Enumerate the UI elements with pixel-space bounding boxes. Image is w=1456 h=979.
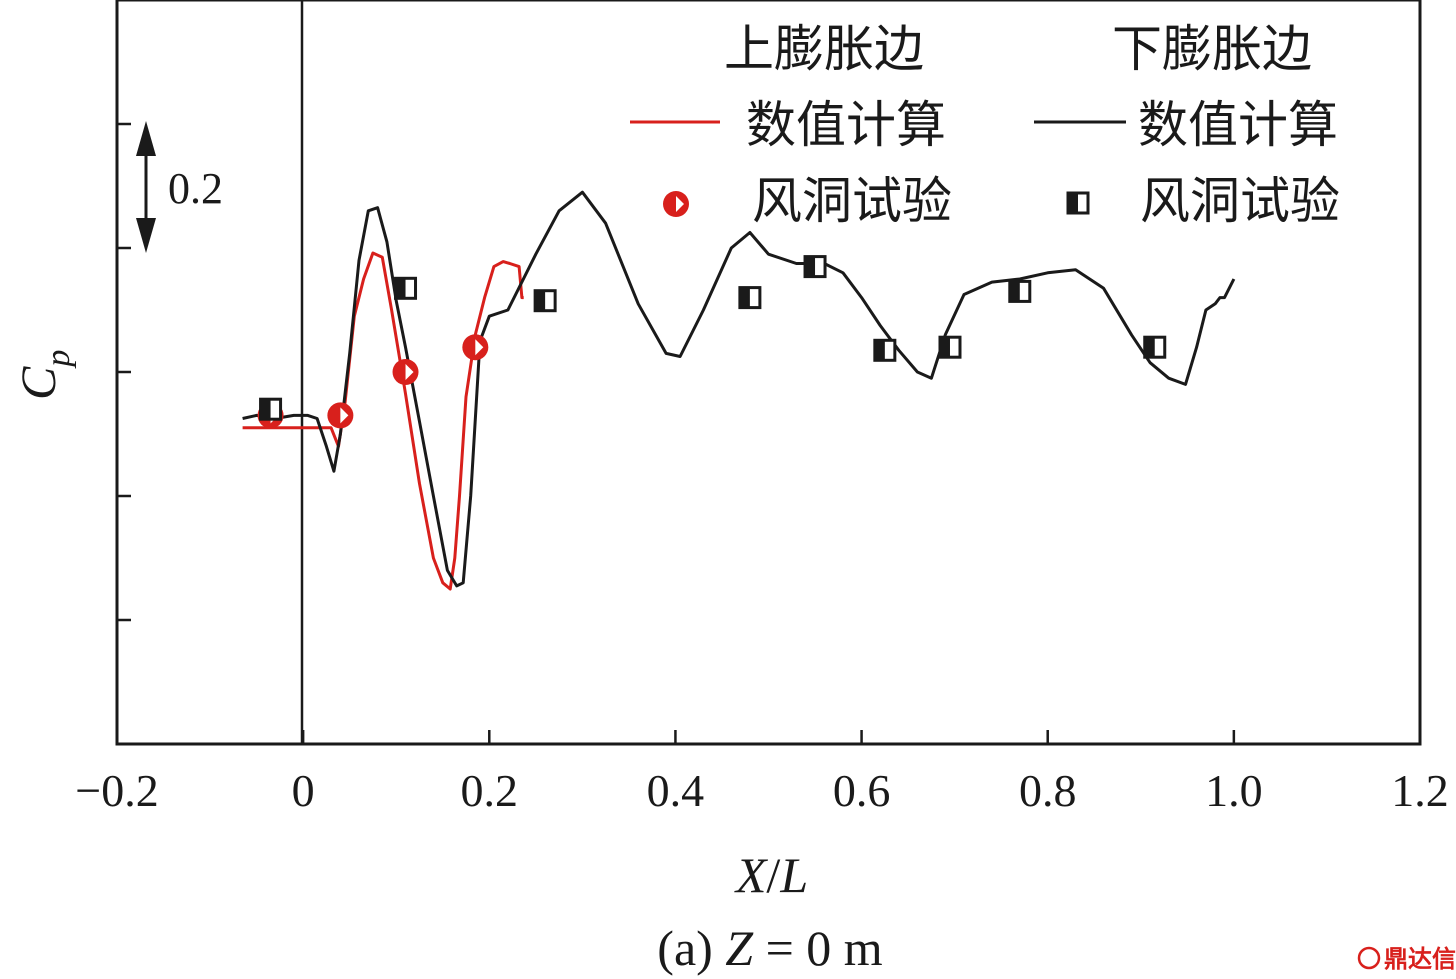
- figure-caption: (a) Z = 0 m: [657, 920, 883, 976]
- legend-lower-test: 风洞试验: [1140, 172, 1340, 230]
- watermark-text: 鼎达信: [1384, 945, 1456, 973]
- scale-bar-arrow-down: [136, 218, 156, 253]
- x-tick-label-4: 0.6: [833, 765, 891, 816]
- y-ticks: [117, 122, 131, 622]
- caption-prefix: (a): [657, 920, 725, 976]
- series-3-point-4: [803, 255, 827, 279]
- x-label-sep: /: [766, 847, 780, 903]
- y-axis-label: Cp: [10, 350, 77, 400]
- y-label-sub: p: [40, 350, 77, 369]
- series-3-point-2: [533, 289, 557, 313]
- legend-lower-title: 下膨胀边: [1112, 20, 1312, 78]
- series-2-point-2: [392, 359, 419, 385]
- legend-black-marker-swatch: [1066, 191, 1090, 215]
- scale-bar-arrow-up: [136, 121, 156, 156]
- series-3-point-7: [1008, 279, 1032, 303]
- series-3-point-1: [394, 276, 418, 300]
- scale-bar: 0.2: [136, 121, 223, 253]
- series-layer: [242, 190, 1236, 591]
- svg-text:Cp: Cp: [10, 350, 77, 400]
- series-line-0: [242, 251, 524, 591]
- legend-lower-numeric: 数值计算: [1138, 96, 1338, 154]
- x-tick-label-2: 0.2: [461, 765, 519, 816]
- x-ticks: −0.2 0 0.2 0.4 0.6 0.8 1.0 1.2: [75, 730, 1449, 816]
- series-3-point-6: [938, 335, 962, 359]
- series-3-point-8: [1143, 335, 1167, 359]
- x-tick-label-3: 0.4: [647, 765, 705, 816]
- legend-upper-title: 上膨胀边: [724, 20, 924, 78]
- watermark-logo-icon: [1357, 946, 1381, 970]
- x-tick-label-5: 0.8: [1019, 765, 1077, 816]
- x-tick-label-6: 1.0: [1205, 765, 1263, 816]
- x-axis-label: X/L: [734, 847, 808, 903]
- legend-upper-numeric: 数值计算: [746, 96, 946, 154]
- caption-var: Z: [725, 920, 754, 976]
- legend-red-marker-swatch: [663, 191, 689, 217]
- series-3-point-3: [738, 286, 762, 310]
- series-3-point-5: [873, 338, 897, 362]
- series-2-point-1: [327, 402, 354, 429]
- x-label-b: L: [779, 847, 808, 903]
- series-3-point-0: [259, 397, 283, 421]
- legend: 上膨胀边 下膨胀边 数值计算 数值计算 风洞试验 风洞试验: [630, 20, 1340, 230]
- x-label-a: X: [734, 847, 769, 903]
- x-tick-label-0: −0.2: [75, 765, 158, 816]
- x-tick-label-7: 1.2: [1391, 765, 1449, 816]
- watermark: 鼎达信: [1357, 945, 1456, 973]
- y-label-main: C: [10, 366, 66, 400]
- series-2-point-3: [462, 334, 489, 361]
- scale-bar-label: 0.2: [168, 164, 223, 213]
- legend-upper-test: 风洞试验: [752, 172, 952, 230]
- caption-suffix: = 0 m: [753, 920, 883, 976]
- x-tick-label-1: 0: [292, 765, 315, 816]
- series-line-1: [242, 190, 1236, 588]
